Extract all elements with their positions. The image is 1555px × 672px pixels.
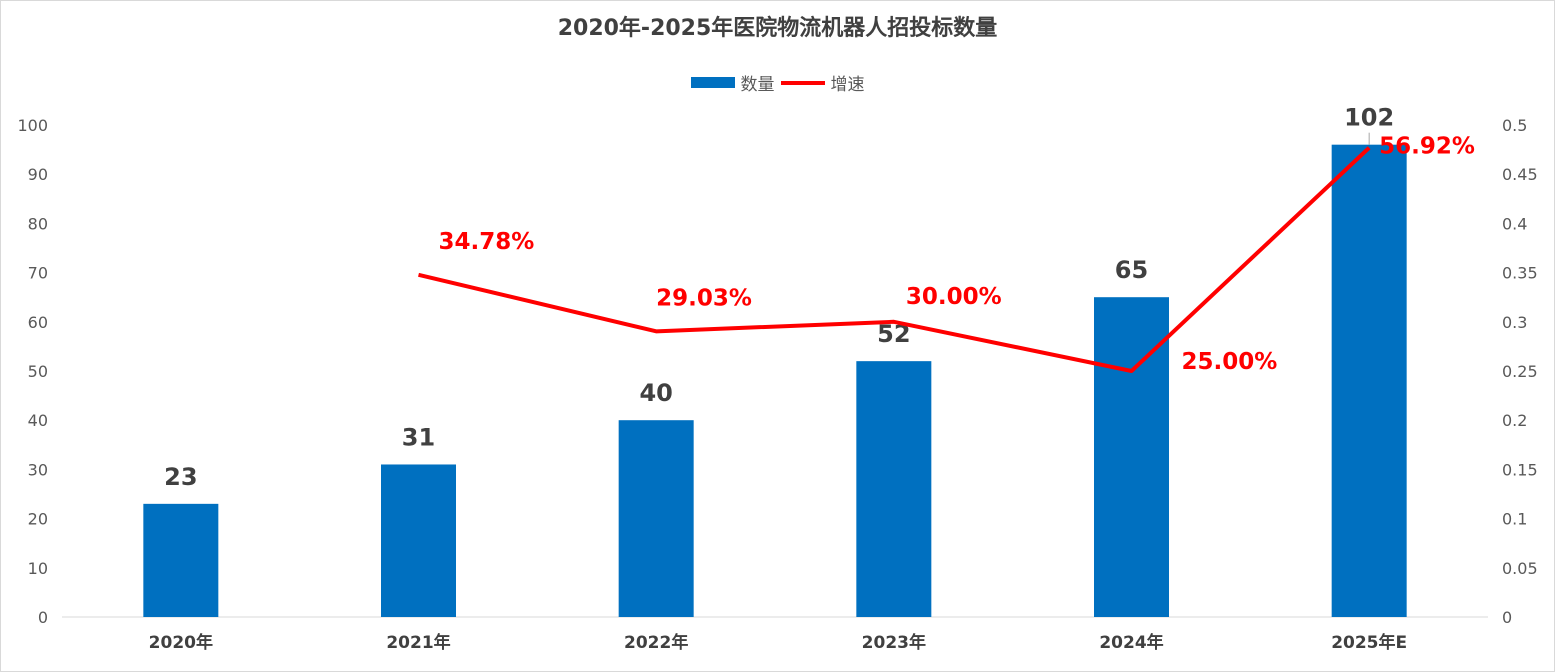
bar-value-label: 31 — [402, 423, 435, 451]
x-tick-label: 2025年E — [1331, 632, 1407, 653]
y-right-tick-label: 0.5 — [1502, 116, 1527, 135]
y-left-tick-label: 100 — [17, 116, 48, 135]
y-right-tick-label: 0.35 — [1502, 264, 1538, 283]
y-left-tick-label: 50 — [28, 362, 48, 381]
legend-swatch-count — [690, 77, 735, 88]
y-left-tick-label: 90 — [28, 165, 48, 184]
y-right-tick-label: 0.4 — [1502, 214, 1527, 233]
growth-value-label: 29.03% — [656, 285, 752, 311]
y-left-tick-label: 10 — [28, 559, 48, 578]
legend-label-growth: 增速 — [830, 75, 865, 95]
growth-series-line — [418, 146, 1371, 373]
y-left-tick-label: 80 — [28, 214, 48, 233]
y-left-tick-label: 0 — [38, 608, 48, 627]
y-left-tick-label: 60 — [28, 313, 48, 332]
bar — [856, 361, 932, 617]
y-left-tick-label: 20 — [28, 510, 48, 529]
y-right-tick-label: 0.45 — [1502, 165, 1538, 184]
x-tick-label: 2024年 — [1099, 632, 1163, 653]
bar — [1094, 297, 1169, 617]
legend-item-growth: 增速 — [780, 70, 865, 95]
legend-swatch-growth — [780, 80, 825, 85]
y-right-tick-label: 0.3 — [1502, 313, 1527, 332]
bar-value-label: 102 — [1344, 104, 1394, 132]
growth-value-label: 30.00% — [906, 284, 1002, 310]
y-right-tick-label: 0.25 — [1502, 362, 1538, 381]
y-left-tick-label: 30 — [28, 460, 48, 479]
bar — [381, 464, 456, 617]
x-tick-label: 2022年 — [624, 632, 688, 653]
chart-title: 2020年-2025年医院物流机器人招投标数量 — [557, 16, 998, 41]
y-left-tick-label: 70 — [28, 264, 48, 283]
growth-value-label: 56.92% — [1379, 134, 1475, 160]
bar — [143, 503, 219, 617]
x-tick-label: 2023年 — [862, 632, 926, 653]
growth-value-label: 25.00% — [1182, 349, 1278, 375]
bar — [1331, 144, 1407, 617]
y-right-tick-label: 0.2 — [1502, 411, 1527, 430]
y-right-tick-label: 0.05 — [1502, 559, 1538, 578]
bar-value-label: 65 — [1115, 256, 1148, 284]
y-left-tick-label: 40 — [28, 411, 48, 430]
bar — [618, 420, 694, 617]
chart-legend: 数量 增速 — [0, 70, 1555, 95]
y-right-tick-label: 0.15 — [1502, 460, 1538, 479]
x-tick-label: 2021年 — [386, 632, 450, 653]
bar-value-label: 40 — [639, 379, 672, 407]
y-right-tick-label: 0 — [1502, 608, 1512, 627]
y-right-tick-label: 0.1 — [1502, 510, 1527, 529]
x-tick-label: 2020年 — [149, 632, 213, 653]
bar-value-label: 23 — [164, 463, 197, 491]
legend-item-count: 数量 — [690, 70, 775, 95]
legend-label-count: 数量 — [740, 75, 775, 95]
growth-value-label: 34.78% — [439, 229, 535, 255]
